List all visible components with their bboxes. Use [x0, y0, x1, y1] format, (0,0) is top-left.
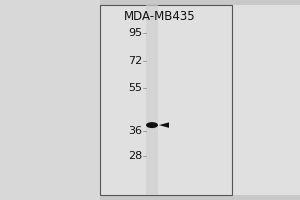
Text: MDA-MB435: MDA-MB435 [124, 10, 195, 23]
Bar [100, 5, 232, 195]
Text: 95: 95 [128, 28, 142, 38]
Text: 36: 36 [128, 126, 142, 136]
Bar [0, 0, 100, 200]
Bar [232, 5, 300, 195]
Text: 72: 72 [128, 56, 142, 66]
Bar [146, 5, 158, 195]
Text: 55: 55 [128, 83, 142, 93]
Text: 28: 28 [128, 151, 142, 161]
Ellipse shape [146, 122, 158, 128]
Polygon shape [159, 122, 169, 128]
